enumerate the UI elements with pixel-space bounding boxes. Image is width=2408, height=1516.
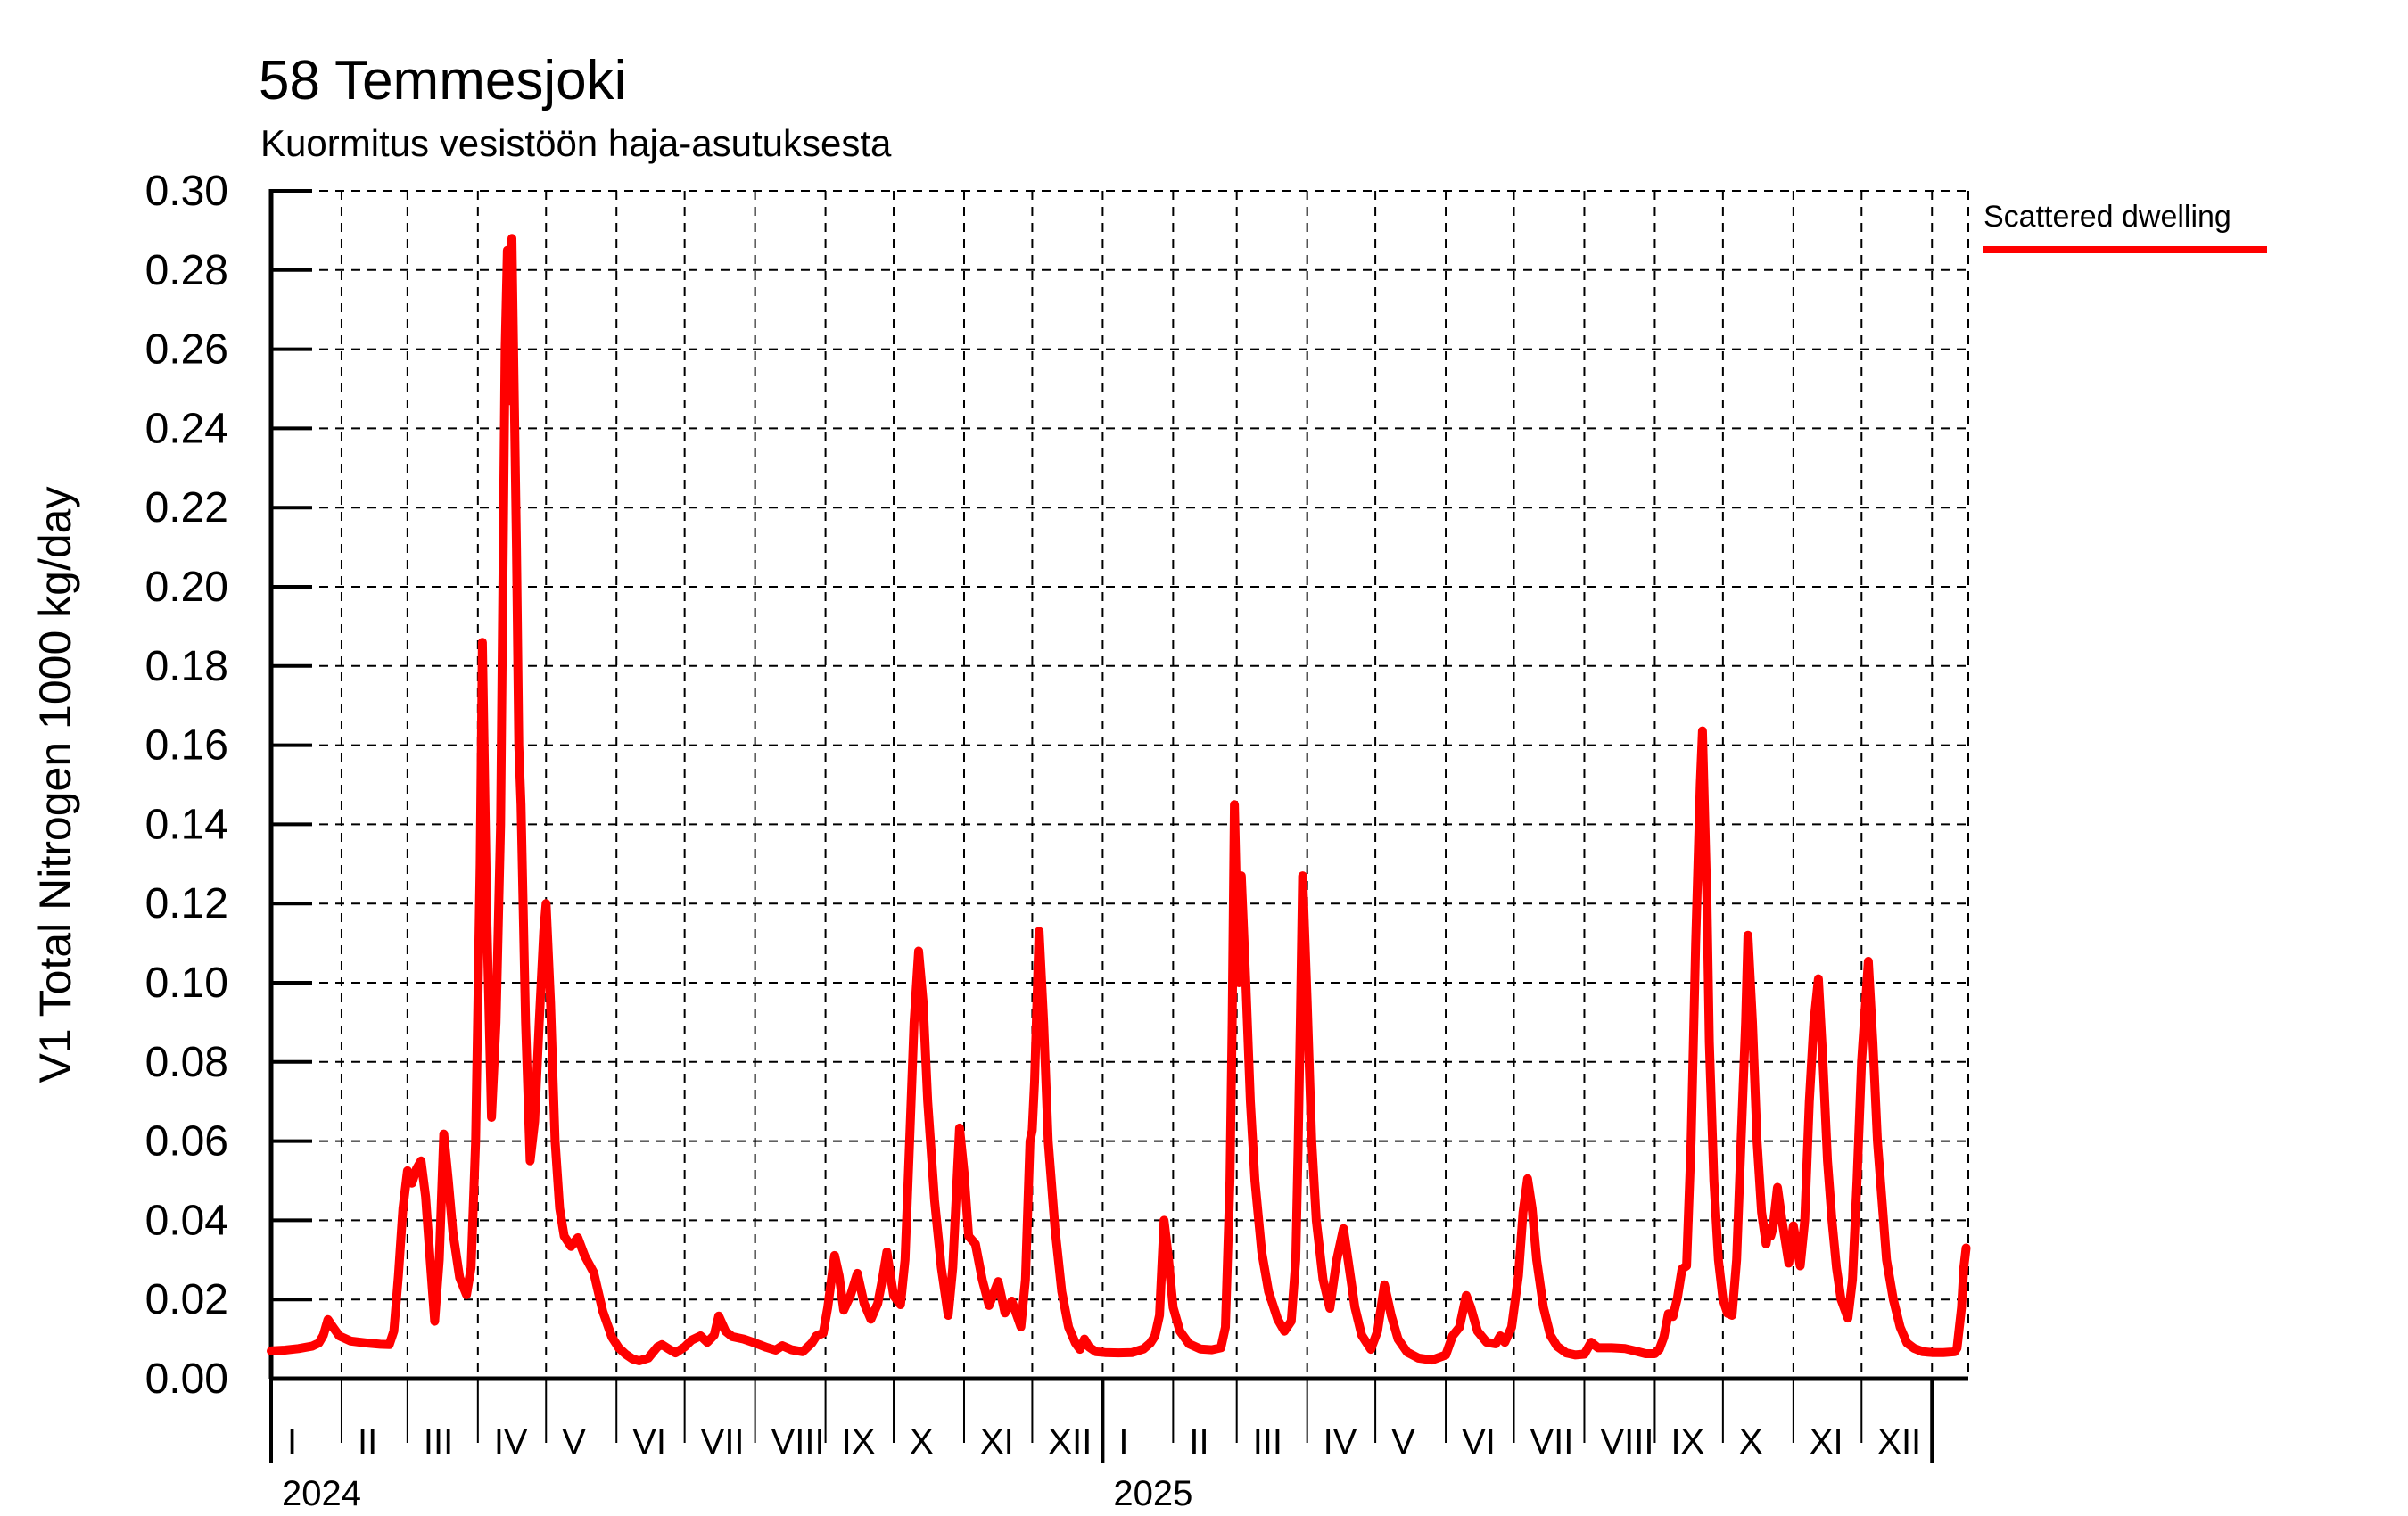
month-label: XI: [1810, 1422, 1843, 1462]
series-line-scattered-dwelling: [267, 234, 1971, 1365]
month-label: V: [1391, 1422, 1415, 1462]
y-tick-label: 0.20: [145, 564, 228, 611]
month-label: X: [910, 1422, 934, 1462]
y-tick-label: 0.30: [145, 168, 228, 215]
y-tick-label: 0.24: [145, 405, 228, 452]
month-label: VII: [701, 1422, 745, 1462]
month-label: XII: [1877, 1422, 1921, 1462]
legend-label: Scattered dwelling: [1983, 200, 2231, 234]
month-label: VI: [632, 1422, 666, 1462]
y-tick-label: 0.16: [145, 722, 228, 770]
y-tick-label: 0.10: [145, 960, 228, 1007]
month-label: II: [358, 1422, 377, 1462]
chart-title: 58 Temmesjoki: [259, 50, 627, 111]
month-label: IX: [1670, 1422, 1704, 1462]
month-label: VIII: [771, 1422, 825, 1462]
month-label: IV: [494, 1422, 528, 1462]
year-label: 2024: [282, 1474, 361, 1513]
legend: Scattered dwelling: [1983, 202, 2267, 253]
y-tick-label: 0.08: [145, 1039, 228, 1086]
month-label: XI: [980, 1422, 1014, 1462]
month-label: VI: [1462, 1422, 1496, 1462]
y-tick-label: 0.14: [145, 801, 228, 848]
y-tick-label: 0.00: [145, 1355, 228, 1403]
y-tick-label: 0.12: [145, 880, 228, 927]
month-label: XII: [1048, 1422, 1092, 1462]
year-label: 2025: [1113, 1474, 1192, 1513]
month-label: II: [1189, 1422, 1208, 1462]
month-label: I: [287, 1422, 297, 1462]
month-label: V: [562, 1422, 586, 1462]
month-label: III: [1253, 1422, 1282, 1462]
chart-subtitle: Kuormitus vesistöön haja-asutuksesta: [260, 122, 892, 164]
month-label: VIII: [1600, 1422, 1653, 1462]
month-label: VII: [1530, 1422, 1573, 1462]
month-label: X: [1739, 1422, 1763, 1462]
y-tick-label: 0.06: [145, 1118, 228, 1166]
y-tick-label: 0.18: [145, 643, 228, 690]
month-label: III: [424, 1422, 453, 1462]
month-label: IX: [842, 1422, 876, 1462]
y-tick-label: 0.04: [145, 1197, 228, 1244]
legend-line-swatch: [1983, 246, 2267, 253]
month-label: IV: [1324, 1422, 1357, 1462]
month-label: I: [1118, 1422, 1128, 1462]
y-tick-label: 0.22: [145, 484, 228, 531]
y-tick-label: 0.26: [145, 326, 228, 374]
y-tick-label: 0.28: [145, 247, 228, 294]
y-tick-label: 0.02: [145, 1276, 228, 1323]
